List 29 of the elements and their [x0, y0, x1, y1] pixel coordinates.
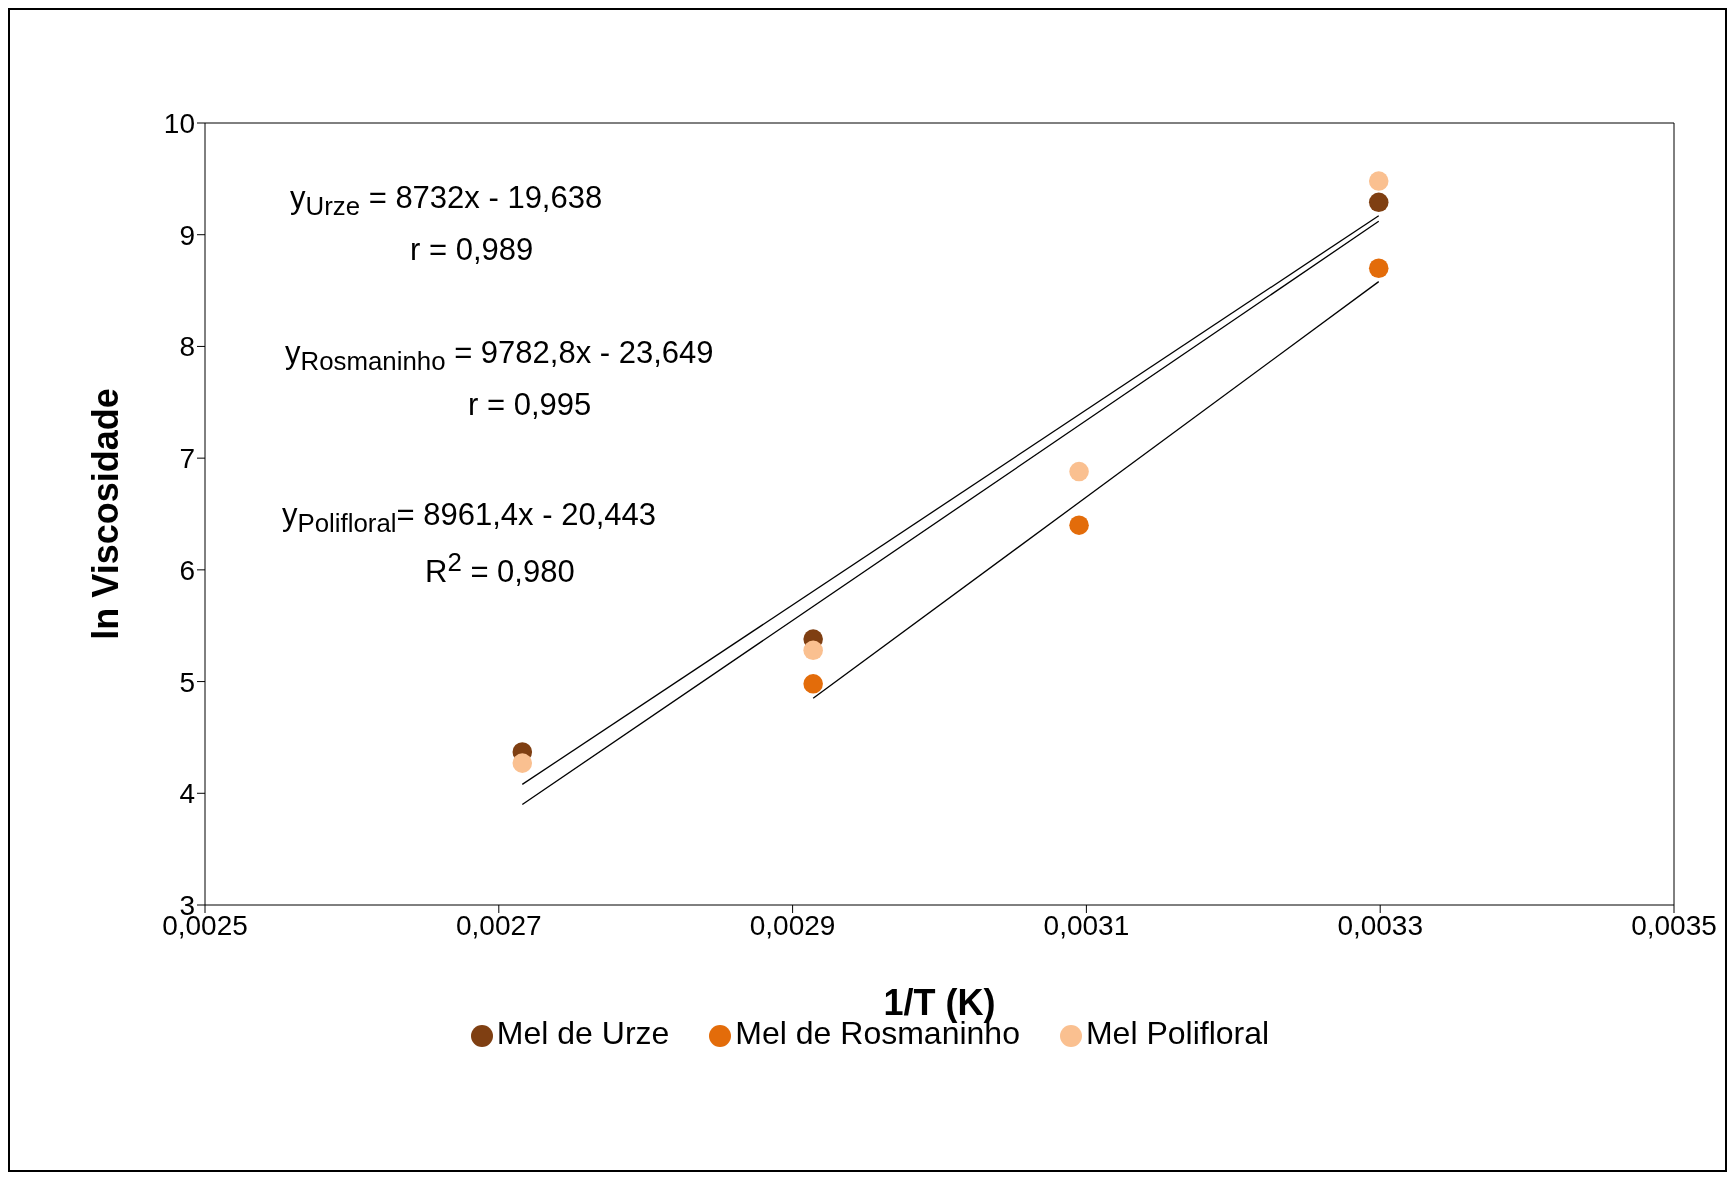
y-tick-label: 4 [179, 778, 195, 810]
point [1368, 171, 1389, 191]
legend-label: Mel de Urze [496, 1015, 670, 1051]
y-tick-label: 9 [179, 219, 195, 251]
y-axis-title: ln Viscosidade [84, 388, 126, 640]
point [1069, 515, 1089, 535]
legend-label: Mel Polifloral [1085, 1015, 1270, 1051]
y-tick-label: 5 [179, 666, 195, 698]
annotation: y$_{Rosmaninho}$ = 9782,8x - 23,649 [285, 335, 714, 377]
y-tick-label: 7 [179, 443, 195, 475]
x-tick-label: 0,0035 [1631, 909, 1717, 941]
annotation: y$_{Polifloral}$= 8961,4x - 20,443 [282, 497, 656, 539]
y-tick-label: 6 [179, 554, 195, 586]
point [1368, 192, 1389, 213]
y-tick-label: 10 [163, 107, 195, 139]
point [803, 674, 823, 694]
y-tick-label: 8 [179, 331, 195, 363]
x-tick-label: 0,0033 [1337, 909, 1424, 941]
point [803, 640, 823, 661]
point [1368, 258, 1389, 278]
annotation: y$_{Urze}$ = 8732x - 19,638 [290, 180, 603, 222]
x-tick-label: 0,0029 [749, 909, 836, 941]
annotation: r = 0,995 [468, 387, 592, 423]
annotation: r = 0,989 [410, 232, 534, 268]
x-tick-label: 0,0027 [455, 909, 542, 941]
x-tick-label: 0,0031 [1043, 909, 1130, 941]
point [1069, 461, 1089, 482]
annotation: R$^{2}$ = 0,980 [425, 548, 575, 591]
point [512, 753, 533, 773]
